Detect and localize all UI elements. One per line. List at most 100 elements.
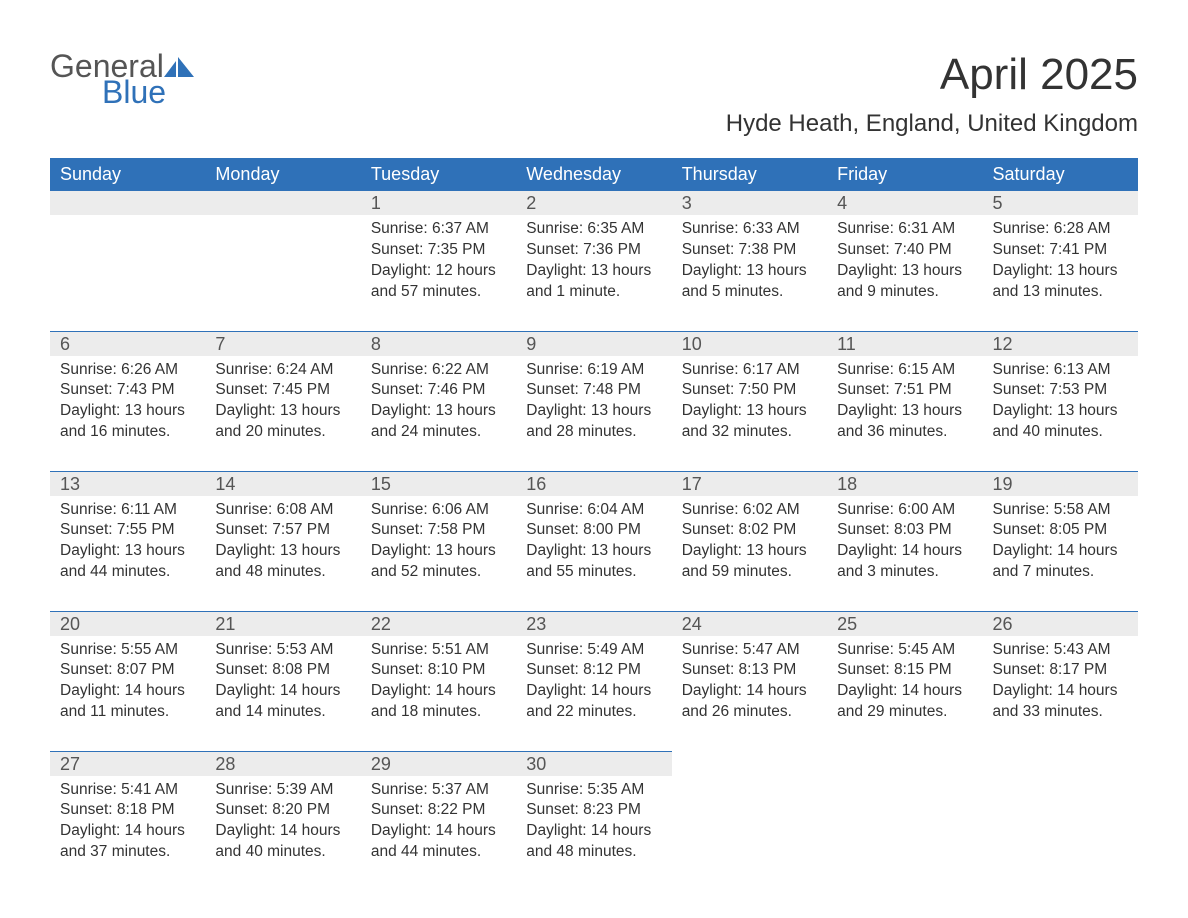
sunrise-line: Sunrise: 5:37 AM xyxy=(371,780,506,801)
calendar-day-cell: 23 Sunrise: 5:49 AMSunset: 8:12 PMDayligh… xyxy=(516,611,671,751)
day-data: Sunrise: 6:24 AMSunset: 7:45 PMDaylight:… xyxy=(205,356,360,454)
day-number: 19 xyxy=(983,472,1138,496)
calendar-day-cell: 10Sunrise: 6:17 AMSunset: 7:50 PMDayligh… xyxy=(672,331,827,471)
sunrise-line: Sunrise: 5:55 AM xyxy=(60,640,195,661)
day-number: 24 xyxy=(672,612,827,636)
day-number: 11 xyxy=(827,332,982,356)
sunset-line: Sunset: 8:07 PM xyxy=(60,660,195,681)
sunrise-line: Sunrise: 5:35 AM xyxy=(526,780,661,801)
sunset-line: Sunset: 8:05 PM xyxy=(993,520,1128,541)
daylight-line: Daylight: 14 hours and 22 minutes. xyxy=(526,681,661,723)
calendar-day-cell: 6 Sunrise: 6:26 AMSunset: 7:43 PMDaylight… xyxy=(50,331,205,471)
daylight-line: Daylight: 13 hours and 16 minutes. xyxy=(60,401,195,443)
sunset-line: Sunset: 7:41 PM xyxy=(993,240,1128,261)
day-data: Sunrise: 6:17 AMSunset: 7:50 PMDaylight:… xyxy=(672,356,827,454)
daylight-line: Daylight: 14 hours and 40 minutes. xyxy=(215,821,350,863)
day-data xyxy=(672,775,827,865)
sunset-line: Sunset: 8:02 PM xyxy=(682,520,817,541)
day-number xyxy=(50,191,205,215)
sunrise-line: Sunrise: 6:04 AM xyxy=(526,500,661,521)
day-number: 5 xyxy=(983,191,1138,215)
day-data: Sunrise: 6:04 AMSunset: 8:00 PMDaylight:… xyxy=(516,496,671,594)
calendar-day-cell: 28Sunrise: 5:39 AMSunset: 8:20 PMDayligh… xyxy=(205,751,360,891)
calendar-day-cell: 20Sunrise: 5:55 AMSunset: 8:07 PMDayligh… xyxy=(50,611,205,751)
sunrise-line: Sunrise: 5:47 AM xyxy=(682,640,817,661)
sunrise-line: Sunrise: 6:11 AM xyxy=(60,500,195,521)
day-number xyxy=(205,191,360,215)
day-data: Sunrise: 5:58 AMSunset: 8:05 PMDaylight:… xyxy=(983,496,1138,594)
weekday-header: Saturday xyxy=(983,158,1138,191)
calendar-day-cell: 17Sunrise: 6:02 AMSunset: 8:02 PMDayligh… xyxy=(672,471,827,611)
calendar-table: SundayMondayTuesdayWednesdayThursdayFrid… xyxy=(50,158,1138,891)
sunrise-line: Sunrise: 6:19 AM xyxy=(526,360,661,381)
day-data: Sunrise: 5:47 AMSunset: 8:13 PMDaylight:… xyxy=(672,636,827,734)
calendar-week-row: 13Sunrise: 6:11 AMSunset: 7:55 PMDayligh… xyxy=(50,471,1138,611)
sunrise-line: Sunrise: 6:17 AM xyxy=(682,360,817,381)
day-data: Sunrise: 5:55 AMSunset: 8:07 PMDaylight:… xyxy=(50,636,205,734)
calendar-day-cell: 7Sunrise: 6:24 AMSunset: 7:45 PMDaylight… xyxy=(205,331,360,471)
sunset-line: Sunset: 7:46 PM xyxy=(371,380,506,401)
sunrise-line: Sunrise: 6:24 AM xyxy=(215,360,350,381)
daylight-line: Daylight: 13 hours and 40 minutes. xyxy=(993,401,1128,443)
sunrise-line: Sunrise: 6:22 AM xyxy=(371,360,506,381)
day-number: 6 xyxy=(50,332,205,356)
daylight-line: Daylight: 14 hours and 11 minutes. xyxy=(60,681,195,723)
day-number: 20 xyxy=(50,612,205,636)
weekday-header: Wednesday xyxy=(516,158,671,191)
daylight-line: Daylight: 14 hours and 37 minutes. xyxy=(60,821,195,863)
logo-text-block: General Blue xyxy=(50,50,194,108)
day-number: 30 xyxy=(516,752,671,776)
day-number: 10 xyxy=(672,332,827,356)
weekday-header: Tuesday xyxy=(361,158,516,191)
page-header: General Blue April 2025 Hyde Heath, Engl… xyxy=(50,50,1138,150)
day-number: 22 xyxy=(361,612,516,636)
sunset-line: Sunset: 7:43 PM xyxy=(60,380,195,401)
sunset-line: Sunset: 7:50 PM xyxy=(682,380,817,401)
daylight-line: Daylight: 14 hours and 44 minutes. xyxy=(371,821,506,863)
daylight-line: Daylight: 13 hours and 44 minutes. xyxy=(60,541,195,583)
calendar-day-cell: 4Sunrise: 6:31 AMSunset: 7:40 PMDaylight… xyxy=(827,191,982,331)
day-data: Sunrise: 6:13 AMSunset: 7:53 PMDaylight:… xyxy=(983,356,1138,454)
day-number: 12 xyxy=(983,332,1138,356)
day-number: 25 xyxy=(827,612,982,636)
daylight-line: Daylight: 13 hours and 13 minutes. xyxy=(993,261,1128,303)
day-number xyxy=(983,751,1138,775)
sunset-line: Sunset: 8:03 PM xyxy=(837,520,972,541)
daylight-line: Daylight: 13 hours and 36 minutes. xyxy=(837,401,972,443)
sunset-line: Sunset: 8:12 PM xyxy=(526,660,661,681)
month-title: April 2025 xyxy=(726,50,1138,100)
calendar-day-cell: 30Sunrise: 5:35 AMSunset: 8:23 PMDayligh… xyxy=(516,751,671,891)
day-number: 4 xyxy=(827,191,982,215)
sunrise-line: Sunrise: 5:49 AM xyxy=(526,640,661,661)
sunrise-line: Sunrise: 6:26 AM xyxy=(60,360,195,381)
calendar-day-cell: 14Sunrise: 6:08 AMSunset: 7:57 PMDayligh… xyxy=(205,471,360,611)
daylight-line: Daylight: 14 hours and 29 minutes. xyxy=(837,681,972,723)
day-number: 23 xyxy=(516,612,671,636)
daylight-line: Daylight: 13 hours and 55 minutes. xyxy=(526,541,661,583)
sunrise-line: Sunrise: 5:43 AM xyxy=(993,640,1128,661)
calendar-week-row: 6Sunrise: 6:26 AMSunset: 7:43 PMDaylight… xyxy=(50,331,1138,471)
day-data: Sunrise: 5:51 AMSunset: 8:10 PMDaylight:… xyxy=(361,636,516,734)
daylight-line: Daylight: 14 hours and 7 minutes. xyxy=(993,541,1128,583)
calendar-day-cell: 27Sunrise: 5:41 AMSunset: 8:18 PMDayligh… xyxy=(50,751,205,891)
sunrise-line: Sunrise: 6:28 AM xyxy=(993,219,1128,240)
day-data xyxy=(983,775,1138,865)
day-data xyxy=(827,775,982,865)
sunset-line: Sunset: 8:18 PM xyxy=(60,800,195,821)
sunset-line: Sunset: 7:53 PM xyxy=(993,380,1128,401)
calendar-day-cell: 2Sunrise: 6:35 AMSunset: 7:36 PMDaylight… xyxy=(516,191,671,331)
day-data: Sunrise: 5:43 AMSunset: 8:17 PMDaylight:… xyxy=(983,636,1138,734)
daylight-line: Daylight: 14 hours and 48 minutes. xyxy=(526,821,661,863)
sunset-line: Sunset: 8:08 PM xyxy=(215,660,350,681)
sunrise-line: Sunrise: 5:39 AM xyxy=(215,780,350,801)
day-data: Sunrise: 6:15 AMSunset: 7:51 PMDaylight:… xyxy=(827,356,982,454)
day-number: 28 xyxy=(205,752,360,776)
day-number: 3 xyxy=(672,191,827,215)
calendar-day-cell: 1Sunrise: 6:37 AMSunset: 7:35 PMDaylight… xyxy=(361,191,516,331)
calendar-week-row: 27Sunrise: 5:41 AMSunset: 8:18 PMDayligh… xyxy=(50,751,1138,891)
calendar-day-cell xyxy=(205,191,360,331)
day-number xyxy=(672,751,827,775)
day-data: Sunrise: 6:22 AMSunset: 7:46 PMDaylight:… xyxy=(361,356,516,454)
day-number: 1 xyxy=(361,191,516,215)
sunrise-line: Sunrise: 6:13 AM xyxy=(993,360,1128,381)
